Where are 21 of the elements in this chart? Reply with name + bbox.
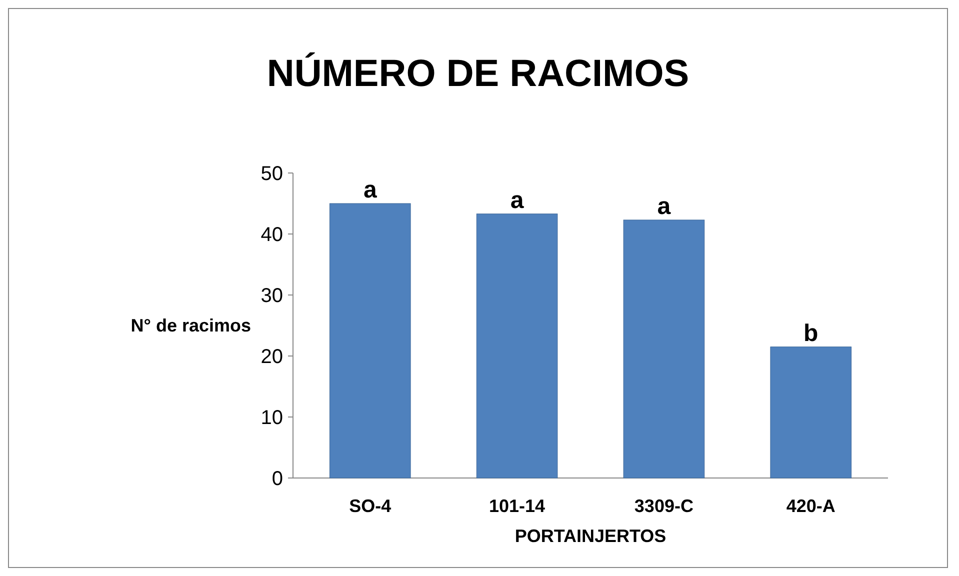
x-tick-label: 3309-C [634,496,694,516]
data-label: a [657,192,672,220]
y-tick-label: 50 [260,163,283,185]
x-tick-label: 420-A [786,496,836,516]
bar [329,203,411,478]
bar [476,214,558,478]
data-label: a [363,176,378,204]
y-axis-title: N° de racimos [130,316,251,336]
bar [770,346,852,478]
x-tick-label: 101-14 [489,496,546,516]
x-axis-title: PORTAINJERTOS [514,526,666,546]
y-tick-label: 20 [260,346,283,368]
data-label: b [804,320,818,347]
chart-title: NÚMERO DE RACIMOS [266,52,690,95]
x-tick-label: SO-4 [349,496,392,516]
y-tick-label: 30 [260,285,283,307]
data-label: a [510,186,524,214]
y-tick-label: 0 [272,468,283,490]
y-tick-label: 10 [260,407,283,429]
bar [623,220,705,478]
y-tick-label: 40 [260,224,283,246]
